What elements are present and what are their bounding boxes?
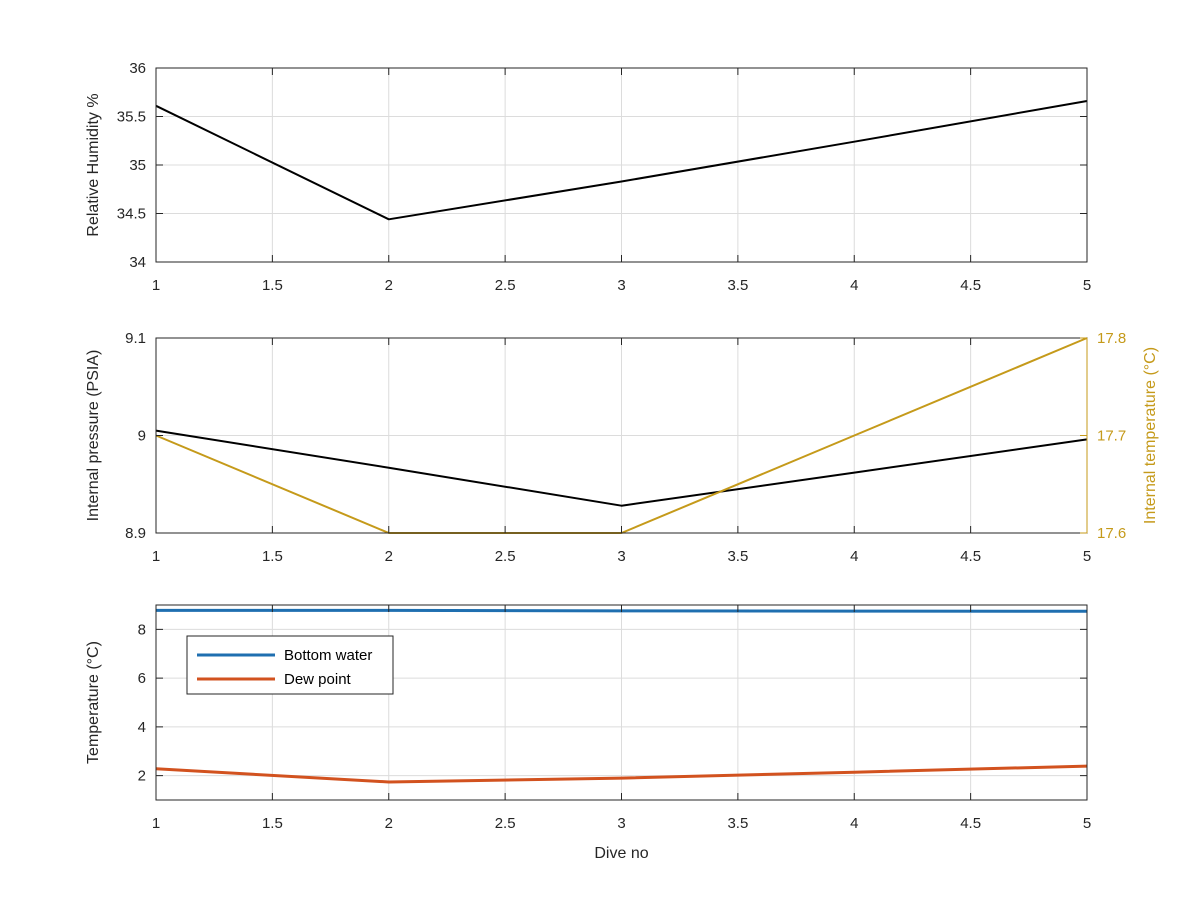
x-tick-label: 1.5 — [262, 277, 283, 294]
x-tick-label: 3 — [617, 548, 625, 565]
y-tick-label: 6 — [138, 670, 146, 687]
x-tick-label: 5 — [1083, 548, 1091, 565]
x-tick-label: 4.5 — [960, 815, 981, 832]
series-line-left-axis — [155, 100, 1088, 221]
humidity-panel: 1 1.5 2 2.5 3 3.5 4 4.5 5 34 34.5 35 35.5 36 Relative … — [85, 60, 1091, 294]
y-axis-label: Temperature (°C) — [85, 641, 102, 764]
y-tick-label: 36 — [129, 60, 146, 77]
series-line-dew-point — [155, 764, 1088, 784]
y-tick-label: 35.5 — [117, 109, 146, 126]
temperature-panel: 1 1.5 2 2.5 3 3.5 4 4.5 5 2 4 6 8 Temperature (°C) Div… — [85, 604, 1091, 862]
x-tick-label: 4 — [850, 548, 858, 565]
pressure-temperature-panel: 1 1.5 2 2.5 3 3.5 4 4.5 5 8.9 9 9.1 17.6 17.7 17.8 Inte… — [85, 330, 1159, 565]
y-tick-label: 4 — [138, 719, 146, 736]
x-tick-label: 1 — [152, 548, 160, 565]
x-tick-label: 2 — [385, 277, 393, 294]
x-axis-label: Dive no — [594, 845, 648, 862]
right-y-tick-label: 17.8 — [1097, 330, 1126, 347]
x-tick-label: 5 — [1083, 277, 1091, 294]
y-tick-label: 34 — [129, 254, 146, 271]
legend-box — [186, 635, 394, 695]
y-tick-label: 9.1 — [125, 330, 146, 347]
x-tick-label: 2.5 — [495, 548, 516, 565]
legend-label: Dew point — [284, 671, 352, 688]
x-tick-label: 1.5 — [262, 548, 283, 565]
x-tick-label: 3.5 — [727, 548, 748, 565]
x-tick-label: 3 — [617, 277, 625, 294]
x-tick-label: 5 — [1083, 815, 1091, 832]
right-y-tick-label: 17.6 — [1097, 525, 1126, 542]
legend: Bottom water Dew point — [186, 635, 394, 695]
x-tick-label: 2.5 — [495, 815, 516, 832]
y-axis-label: Internal pressure (PSIA) — [85, 350, 102, 522]
y-tick-label: 8.9 — [125, 525, 146, 542]
legend-label: Bottom water — [284, 647, 372, 664]
y-tick-label: 35 — [129, 157, 146, 174]
x-tick-label: 1 — [152, 277, 160, 294]
x-tick-label: 3.5 — [727, 815, 748, 832]
right-y-tick-label: 17.7 — [1097, 428, 1126, 445]
y-tick-label: 34.5 — [117, 206, 146, 223]
y-axis-label: Relative Humidity % — [85, 93, 102, 236]
y-tick-label: 2 — [138, 768, 146, 785]
x-tick-label: 4.5 — [960, 548, 981, 565]
y-tick-label: 9 — [138, 428, 146, 445]
y-tick-label: 8 — [138, 621, 146, 638]
x-tick-label: 2 — [385, 548, 393, 565]
x-tick-label: 1.5 — [262, 815, 283, 832]
x-tick-label: 3 — [617, 815, 625, 832]
x-tick-label: 1 — [152, 815, 160, 832]
series-line-left-axis — [155, 429, 1088, 507]
x-tick-label: 2 — [385, 815, 393, 832]
x-tick-label: 4 — [850, 815, 858, 832]
x-tick-label: 4.5 — [960, 277, 981, 294]
x-tick-label: 2.5 — [495, 277, 516, 294]
x-tick-label: 3.5 — [727, 277, 748, 294]
x-tick-label: 4 — [850, 277, 858, 294]
right-y-axis-label: Internal temperature (°C) — [1142, 347, 1159, 524]
